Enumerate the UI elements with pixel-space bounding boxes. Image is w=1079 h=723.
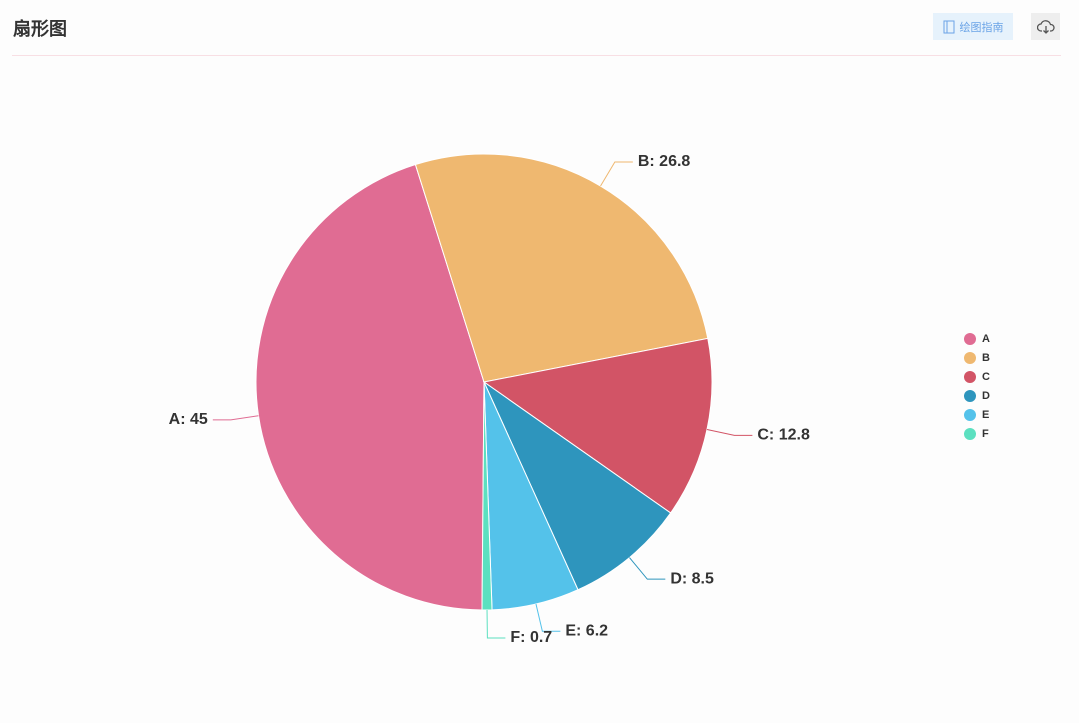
data-label: F: 0.7 <box>510 629 552 646</box>
pie-slice <box>414 153 709 383</box>
data-label: B: 26.8 <box>638 153 691 170</box>
pie-slice <box>255 163 485 611</box>
pie-slice <box>482 380 672 591</box>
book-icon <box>943 20 954 33</box>
legend-swatch <box>964 333 976 345</box>
legend-label: A <box>982 333 990 345</box>
legend-label: F <box>982 428 989 440</box>
leader-line <box>629 557 666 580</box>
data-label: C: 12.8 <box>757 427 810 444</box>
legend-label: C <box>982 371 990 383</box>
leader-line <box>486 609 506 639</box>
legend-label: B <box>982 352 990 364</box>
guide-label: 绘图指南 <box>959 21 1004 34</box>
data-label: A: 45 <box>169 411 208 428</box>
leader-line <box>535 603 561 632</box>
legend-swatch <box>964 390 976 402</box>
legend-swatch <box>964 352 976 364</box>
leader-line <box>706 428 753 436</box>
guide-button[interactable]: 绘图指南 <box>933 13 1013 40</box>
cloud-icon <box>1036 19 1055 34</box>
legend-swatch <box>964 371 976 383</box>
pie-slice <box>482 337 713 514</box>
leader-line <box>212 415 259 421</box>
header-divider <box>12 55 1061 56</box>
legend-label: E <box>982 409 989 421</box>
pie-slice <box>481 381 493 611</box>
legend-swatch <box>964 409 976 421</box>
page-title: 扇形图 <box>13 19 67 39</box>
data-label: E: 6.2 <box>565 622 608 639</box>
legend-swatch <box>964 428 976 440</box>
leader-line <box>600 161 633 187</box>
data-label: D: 8.5 <box>670 570 714 587</box>
legend-label: D <box>982 390 990 402</box>
download-button[interactable] <box>1031 13 1060 40</box>
